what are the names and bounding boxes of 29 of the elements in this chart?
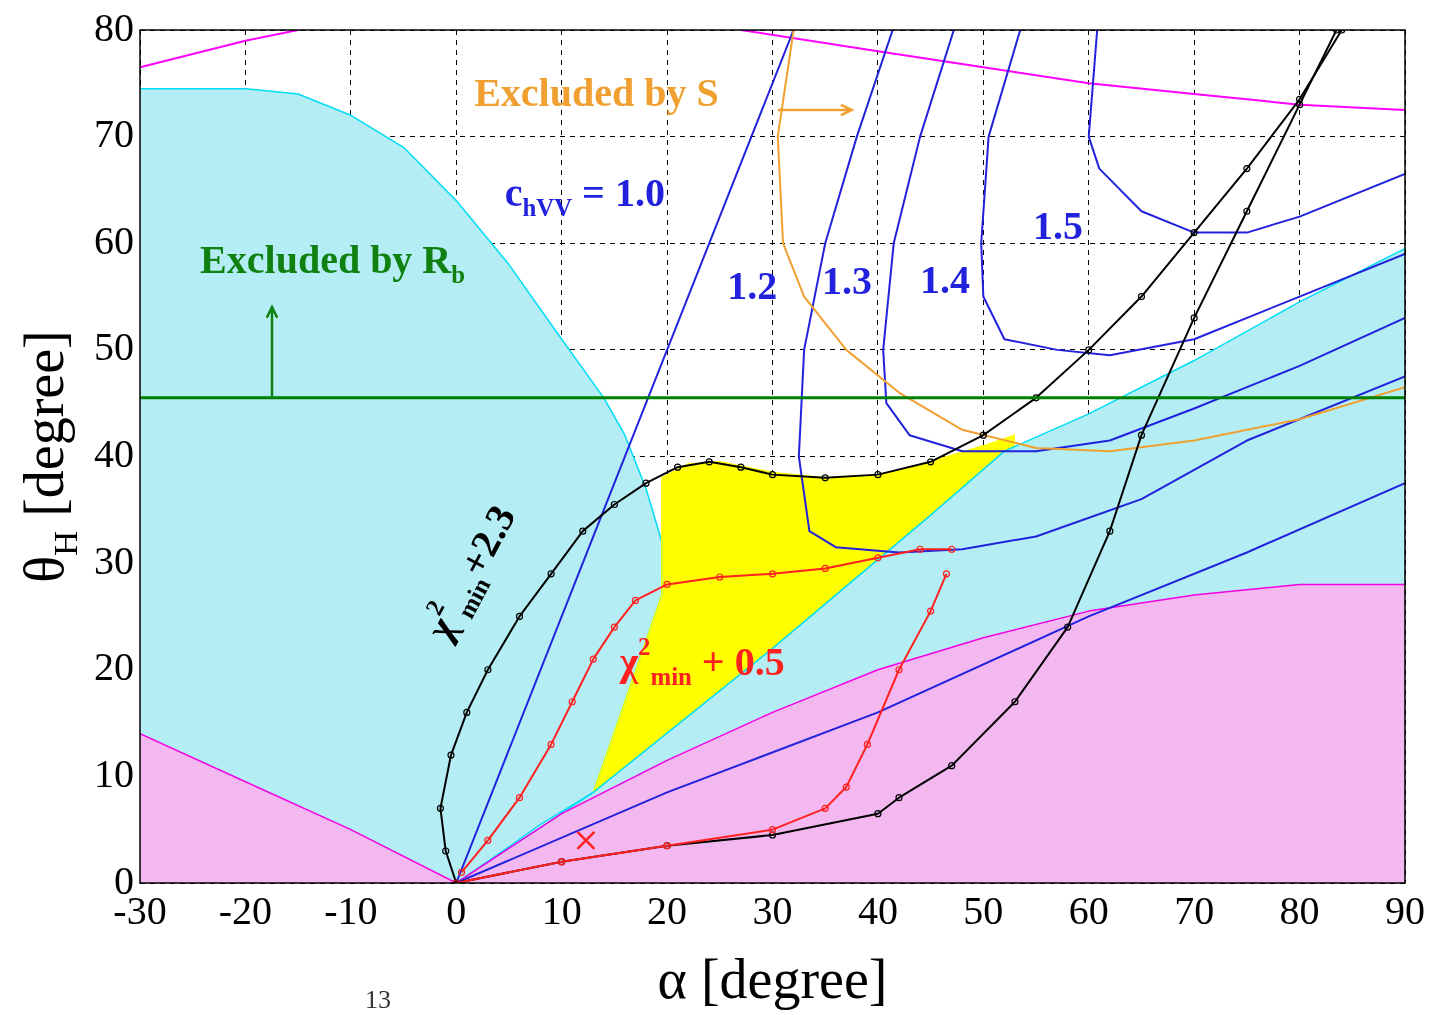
annotation: 1.2 — [727, 263, 778, 309]
y-tick-label: 80 — [94, 4, 134, 50]
x-tick-label: 60 — [1068, 887, 1109, 933]
y-tick-label: 20 — [94, 644, 134, 690]
x-tick-label: -20 — [218, 887, 273, 933]
x-tick-label: 0 — [446, 887, 467, 933]
y-axis-title: θH [degree] — [12, 330, 85, 583]
x-tick-label: -10 — [324, 887, 378, 933]
y-tick-label: 30 — [94, 537, 134, 583]
x-tick-label: 40 — [857, 887, 898, 933]
x-tick-label: 30 — [752, 887, 793, 933]
annotation: 1.3 — [822, 258, 873, 304]
y-tick-label: 50 — [94, 324, 134, 370]
annotation: Excluded by S — [474, 70, 719, 116]
x-tick-label: 90 — [1385, 887, 1425, 933]
y-tick-label: 70 — [94, 111, 134, 157]
y-tick-label: 40 — [94, 431, 134, 476]
annotation: χ2min+2.3 — [415, 497, 525, 648]
y-tick-label: 60 — [94, 217, 134, 263]
x-tick-label: 80 — [1279, 887, 1320, 933]
annotation: 1.5 — [1032, 202, 1083, 248]
x-tick-label: 20 — [647, 887, 688, 933]
x-tick-label: 70 — [1174, 887, 1215, 933]
x-axis-title: α [degree] — [657, 947, 888, 1010]
x-tick-label: 10 — [541, 887, 582, 933]
x-tick-label: 50 — [963, 887, 1004, 933]
y-tick-label: 10 — [94, 750, 134, 796]
annotation: 1.4 — [920, 257, 971, 303]
text: 13 — [365, 984, 391, 1014]
